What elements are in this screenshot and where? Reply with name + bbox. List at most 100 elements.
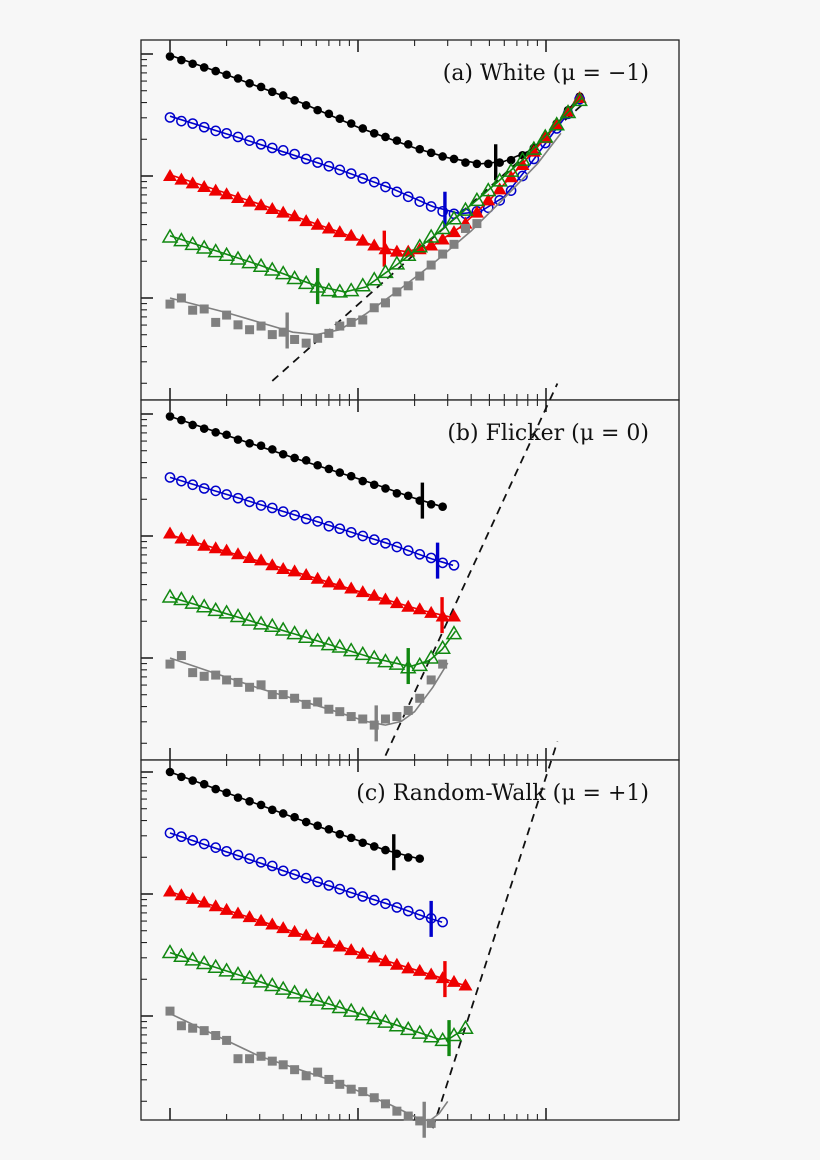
data-point — [345, 168, 357, 179]
data-point — [221, 127, 232, 139]
data-point — [266, 860, 278, 872]
data-point — [164, 112, 176, 123]
data-point — [188, 776, 197, 785]
data-point — [426, 499, 436, 509]
data-point — [426, 675, 436, 685]
series-2 — [163, 884, 473, 998]
data-point — [199, 424, 209, 433]
data-point — [287, 924, 302, 937]
data-point — [426, 260, 436, 270]
data-point — [345, 887, 357, 899]
data-point — [165, 299, 175, 309]
data-point — [346, 833, 356, 843]
data-point — [331, 998, 349, 1014]
data-point — [211, 428, 220, 437]
data-point — [233, 435, 243, 444]
data-point — [434, 639, 451, 654]
data-point — [263, 261, 281, 276]
axis-ticks — [141, 40, 547, 400]
data-point — [426, 148, 436, 158]
panel-frame — [140, 759, 680, 1121]
data-point — [195, 955, 213, 970]
data-point — [403, 281, 413, 291]
data-point — [502, 162, 520, 177]
data-point — [392, 136, 402, 145]
data-point — [233, 793, 243, 802]
data-point — [561, 104, 576, 117]
data-point — [354, 1006, 372, 1021]
data-point — [412, 963, 427, 976]
data-point — [334, 883, 346, 895]
data-point — [324, 1074, 334, 1084]
data-point — [286, 984, 303, 999]
series-group — [161, 767, 474, 1138]
data-point — [252, 615, 270, 630]
data-point — [173, 232, 190, 247]
data-point — [368, 894, 380, 906]
data-point — [548, 116, 566, 131]
data-point — [425, 552, 437, 564]
data-point — [399, 1020, 417, 1036]
data-point — [335, 1079, 345, 1089]
data-point — [300, 872, 312, 884]
data-point — [402, 905, 414, 917]
data-point — [207, 243, 224, 258]
data-point — [266, 142, 278, 154]
data-point — [332, 577, 347, 590]
data-point — [323, 520, 335, 532]
series-2 — [163, 526, 461, 634]
data-point — [267, 1056, 277, 1066]
data-point — [424, 605, 439, 618]
data-point — [438, 502, 447, 512]
data-point — [313, 697, 323, 707]
data-point — [222, 1035, 232, 1045]
data-point — [185, 891, 200, 904]
data-point — [381, 845, 390, 855]
data-point — [392, 489, 402, 498]
data-point — [176, 293, 186, 303]
data-point — [297, 987, 315, 1003]
data-point — [324, 825, 334, 834]
data-point — [332, 939, 347, 952]
data-point — [449, 239, 459, 249]
data-point — [346, 1084, 356, 1094]
fit-curve — [169, 596, 457, 668]
data-point — [255, 138, 267, 150]
data-point — [369, 129, 379, 138]
data-point — [457, 1019, 474, 1034]
data-point — [514, 151, 531, 166]
data-point — [415, 144, 425, 154]
data-point — [412, 602, 427, 615]
series-4 — [165, 132, 562, 349]
data-point — [536, 128, 554, 143]
data-point — [222, 70, 231, 80]
data-point — [334, 164, 346, 176]
data-point — [161, 228, 179, 243]
data-point — [276, 561, 291, 574]
data-point — [256, 321, 266, 331]
data-point — [401, 961, 416, 974]
data-point — [434, 1031, 451, 1047]
data-point — [218, 962, 235, 977]
data-point — [344, 228, 359, 241]
data-point — [446, 609, 461, 622]
data-point — [274, 621, 292, 636]
data-point — [277, 145, 289, 156]
data-point — [198, 838, 210, 850]
data-point — [244, 853, 255, 864]
data-point — [312, 876, 323, 888]
axis-ticks — [141, 760, 547, 1120]
data-point — [297, 274, 315, 290]
data-point — [177, 415, 186, 425]
data-point — [241, 969, 258, 984]
data-point — [290, 1065, 300, 1075]
data-point — [278, 91, 288, 100]
data-point — [324, 464, 334, 474]
data-point — [161, 944, 179, 959]
panel-flicker-noise: (b) Flicker (μ = 0) — [140, 383, 680, 761]
data-point — [468, 191, 486, 207]
data-point — [241, 254, 258, 269]
data-point — [265, 558, 280, 571]
data-point — [346, 317, 356, 327]
data-point — [355, 585, 370, 598]
